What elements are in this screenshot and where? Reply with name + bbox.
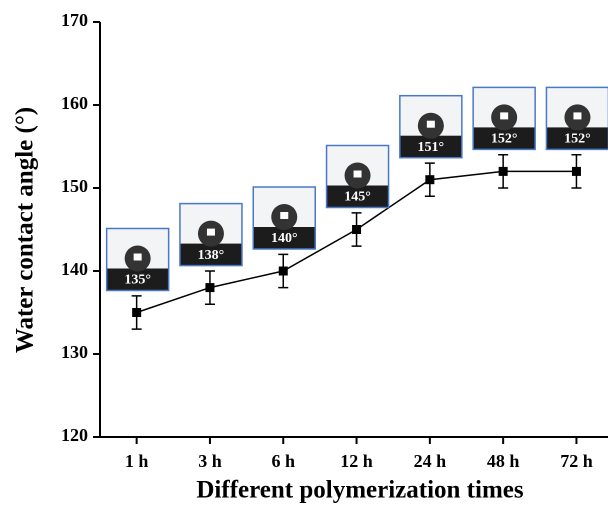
inset-label: 145° xyxy=(344,190,371,205)
x-tick-label: 48 h xyxy=(487,451,520,471)
droplet-highlight xyxy=(206,228,215,236)
x-tick-label: 12 h xyxy=(340,451,373,471)
inset-substrate xyxy=(179,243,242,266)
inset-frame xyxy=(472,86,536,151)
inset-frame xyxy=(545,86,608,151)
inset-frame xyxy=(325,144,390,209)
droplet-highlight xyxy=(573,112,582,120)
point xyxy=(498,166,508,176)
x-tick-label: 24 h xyxy=(414,451,447,471)
inset-substrate xyxy=(253,227,316,249)
inset-frame xyxy=(105,227,170,292)
y-axis-title: Water contact angle (°) xyxy=(12,107,39,353)
x-tick-label: 1 h xyxy=(125,451,149,471)
point xyxy=(205,283,215,293)
inset-frame xyxy=(179,202,243,267)
point xyxy=(278,266,288,276)
y-tick-label: 130 xyxy=(61,342,88,362)
inset-substrate xyxy=(473,127,536,150)
inset-frame xyxy=(399,94,463,159)
inset-label: 151° xyxy=(418,140,445,155)
point xyxy=(352,225,362,234)
y-tick-label: 120 xyxy=(61,425,88,445)
inset-label: 138° xyxy=(198,248,225,263)
point xyxy=(132,308,142,317)
droplet-highlight xyxy=(280,212,289,219)
droplet-highlight xyxy=(500,112,509,120)
inset-frame xyxy=(252,186,316,250)
inset-substrate xyxy=(399,135,462,158)
inset-label: 152° xyxy=(564,132,591,147)
inset-label: 152° xyxy=(491,132,518,147)
y-tick-label: 140 xyxy=(61,259,88,279)
droplet-highlight xyxy=(353,170,362,178)
x-axis-title: Different polymerization times xyxy=(196,477,523,504)
inset-label: 140° xyxy=(271,231,298,246)
point xyxy=(571,166,581,176)
x-tick-label: 3 h xyxy=(198,451,222,471)
droplet-highlight xyxy=(133,253,142,261)
x-tick-label: 72 h xyxy=(560,451,593,471)
inset-label: 135° xyxy=(124,273,151,288)
inset-substrate xyxy=(326,185,389,208)
droplet-highlight xyxy=(426,120,435,128)
point xyxy=(425,175,435,185)
x-tick-label: 6 h xyxy=(271,451,295,471)
y-tick-label: 160 xyxy=(61,93,88,113)
y-tick-label: 170 xyxy=(61,10,88,30)
inset-substrate xyxy=(106,268,169,291)
inset-substrate xyxy=(546,127,608,150)
y-tick-label: 150 xyxy=(61,176,88,196)
